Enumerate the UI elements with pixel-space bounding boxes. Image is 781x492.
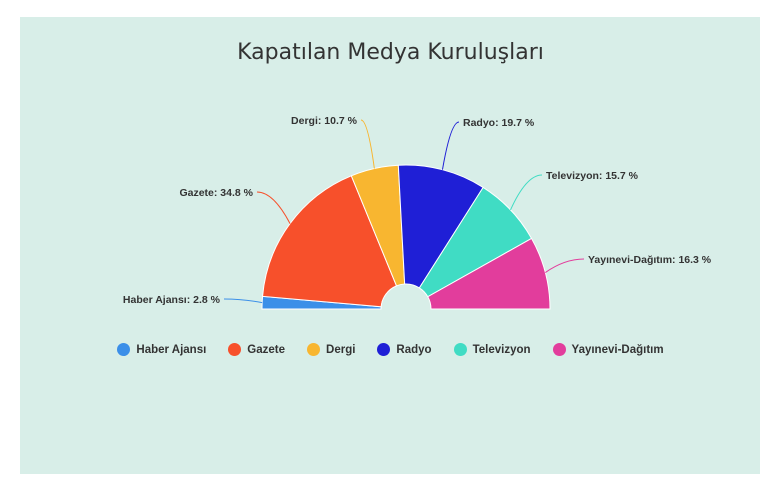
legend-label: Haber Ajansı [136,343,207,356]
legend-marker-icon [117,343,131,356]
connector-yay-nevi-da-t-m [545,258,585,273]
legend-item-radyo[interactable]: Radyo [377,343,432,356]
legend-label: Yayınevi-Dağıtım [571,343,664,356]
legend-marker-icon [307,343,321,356]
data-label-radyo: Radyo: 19.7 % [463,117,535,129]
labels-group: Haber Ajansı: 2.8 % Gazete: 34.8 % Dergi: … [123,115,712,306]
legend-marker-icon [453,343,467,356]
connector-radyo [441,121,460,170]
data-label-gazete: Gazete: 34.8 % [179,187,253,199]
legend-item-yay-nevi-da-t-m[interactable]: Yayınevi-Dağıtım [552,343,664,356]
connector-televizyon [510,174,543,211]
legend-marker-icon [228,343,242,356]
legend-label: Radyo [396,343,432,356]
legend-marker-icon [552,343,566,356]
connector-dergi [360,119,375,169]
chart-legend: Haber Ajansı Gazete Dergi Radyo Televizyon Ya… [0,343,781,356]
data-label-haber-ajans: Haber Ajansı: 2.8 % [123,294,221,306]
legend-item-gazete[interactable]: Gazete [228,343,285,356]
legend-label: Dergi [326,343,356,356]
data-label-dergi: Dergi: 10.7 % [291,115,358,127]
chart-title: Kapatılan Medya Kuruluşları [237,40,544,65]
slice-radyo[interactable] [397,164,484,289]
legend-item-dergi[interactable]: Dergi [307,343,355,356]
slices-group [261,164,551,310]
legend-label: Gazete [247,343,286,356]
slice-gazete[interactable] [262,175,398,308]
connector-haber-ajans [223,298,263,304]
data-label-yay-nevi-da-t-m: Yayınevi-Dağıtım: 16.3 % [588,254,712,266]
legend-item-televizyon[interactable]: Televizyon [453,343,531,356]
slice-yay-nevi-da-t-m[interactable] [427,237,551,310]
connector-gazete [256,191,291,224]
data-label-televizyon: Televizyon: 15.7 % [546,170,639,182]
legend-marker-icon [377,343,391,356]
legend-item-haber-ajans[interactable]: Haber Ajansı [117,343,206,356]
legend-label: Televizyon [472,343,531,356]
